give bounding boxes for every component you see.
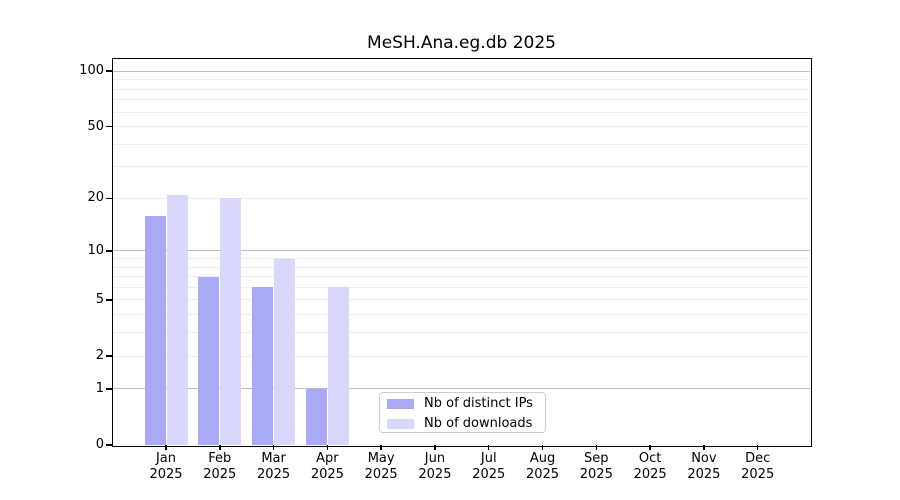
x-tick-label-dec: Dec 2025 <box>741 451 775 482</box>
y-tick-label-20: 20 <box>87 190 104 206</box>
legend-swatch-distinct-ips <box>387 398 414 409</box>
gridline-minor-6 <box>113 286 810 288</box>
x-tick-mark-dec <box>756 445 759 450</box>
x-tick-label-mar: Mar 2025 <box>257 451 291 482</box>
gridline-minor-90 <box>113 79 810 81</box>
legend-item-downloads: Nb of downloads <box>380 414 545 433</box>
y-tick-mark-10 <box>106 250 112 252</box>
x-tick-mark-jun <box>434 445 436 450</box>
gridline-minor-3 <box>113 332 810 334</box>
gridline-minor-2 <box>113 355 810 357</box>
y-tick-mark-100 <box>106 70 112 72</box>
x-tick-label-feb: Feb 2025 <box>203 451 237 482</box>
gridline-minor-60 <box>113 111 810 113</box>
x-tick-label-oct: Oct 2025 <box>633 451 667 482</box>
x-tick-mark-jan <box>165 445 167 450</box>
legend: Nb of distinct IPs Nb of downloads <box>379 392 546 433</box>
y-tick-label-5: 5 <box>95 291 104 307</box>
bar-nb-of-distinct-ips-apr <box>305 388 327 445</box>
y-tick-mark-1 <box>106 388 112 390</box>
gridline-minor-9 <box>113 258 810 259</box>
y-tick-label-2: 2 <box>95 348 104 364</box>
gridline-minor-70 <box>113 99 810 101</box>
gridline-minor-4 <box>113 314 810 316</box>
bar-nb-of-downloads-mar <box>274 258 296 445</box>
x-tick-mark-apr <box>326 445 329 450</box>
y-tick-label-10: 10 <box>87 242 104 258</box>
x-tick-label-apr: Apr 2025 <box>310 451 344 482</box>
legend-label-downloads: Nb of downloads <box>424 416 533 431</box>
bar-nb-of-distinct-ips-jan <box>144 215 166 445</box>
gridline-minor-80 <box>113 88 810 90</box>
gridline-major-1 <box>113 388 810 390</box>
x-tick-label-jun: Jun 2025 <box>418 451 452 482</box>
x-tick-label-jul: Jul 2025 <box>472 451 506 482</box>
gridline-minor-5 <box>113 299 810 301</box>
y-tick-label-0: 0 <box>95 437 104 452</box>
x-tick-label-may: May 2025 <box>364 451 398 482</box>
bar-nb-of-downloads-feb <box>220 198 242 445</box>
x-tick-mark-may <box>380 445 382 450</box>
gridline-minor-50 <box>113 126 810 128</box>
gridline-minor-40 <box>113 143 810 145</box>
chart-title: MeSH.Ana.eg.db 2025 <box>367 33 556 53</box>
plot-area <box>111 57 812 447</box>
legend-item-distinct-ips: Nb of distinct IPs <box>380 394 545 413</box>
x-tick-mark-feb <box>219 445 221 450</box>
x-tick-mark-mar <box>272 445 275 450</box>
y-tick-mark-2 <box>106 355 112 357</box>
legend-swatch-downloads <box>387 418 414 429</box>
y-tick-mark-20 <box>106 197 112 200</box>
x-tick-mark-oct <box>649 445 651 450</box>
gridline-minor-30 <box>113 166 810 168</box>
y-tick-label-50: 50 <box>87 118 104 134</box>
bar-nb-of-distinct-ips-feb <box>198 276 220 445</box>
x-tick-label-nov: Nov 2025 <box>687 451 721 482</box>
x-tick-label-jan: Jan 2025 <box>149 451 183 482</box>
x-tick-mark-aug <box>541 445 544 450</box>
gridline-minor-7 <box>113 276 810 278</box>
y-tick-mark-5 <box>106 299 112 301</box>
y-tick-label-1: 1 <box>95 380 104 396</box>
x-tick-label-sep: Sep 2025 <box>579 451 613 482</box>
bar-nb-of-downloads-jan <box>166 194 188 445</box>
gridline-minor-8 <box>113 266 810 268</box>
y-tick-label-100: 100 <box>79 63 104 79</box>
y-tick-mark-0 <box>106 444 112 446</box>
x-tick-mark-sep <box>595 445 598 450</box>
x-tick-mark-nov <box>703 445 705 450</box>
x-tick-mark-jul <box>487 445 490 450</box>
gridline-major-10 <box>113 250 810 252</box>
y-tick-mark-50 <box>106 125 112 128</box>
x-tick-label-aug: Aug 2025 <box>525 451 560 482</box>
bar-nb-of-downloads-apr <box>327 287 349 445</box>
gridline-major-100 <box>113 70 810 72</box>
legend-label-distinct-ips: Nb of distinct IPs <box>424 396 533 411</box>
gridline-minor-20 <box>113 197 810 199</box>
bar-nb-of-distinct-ips-mar <box>252 287 274 445</box>
